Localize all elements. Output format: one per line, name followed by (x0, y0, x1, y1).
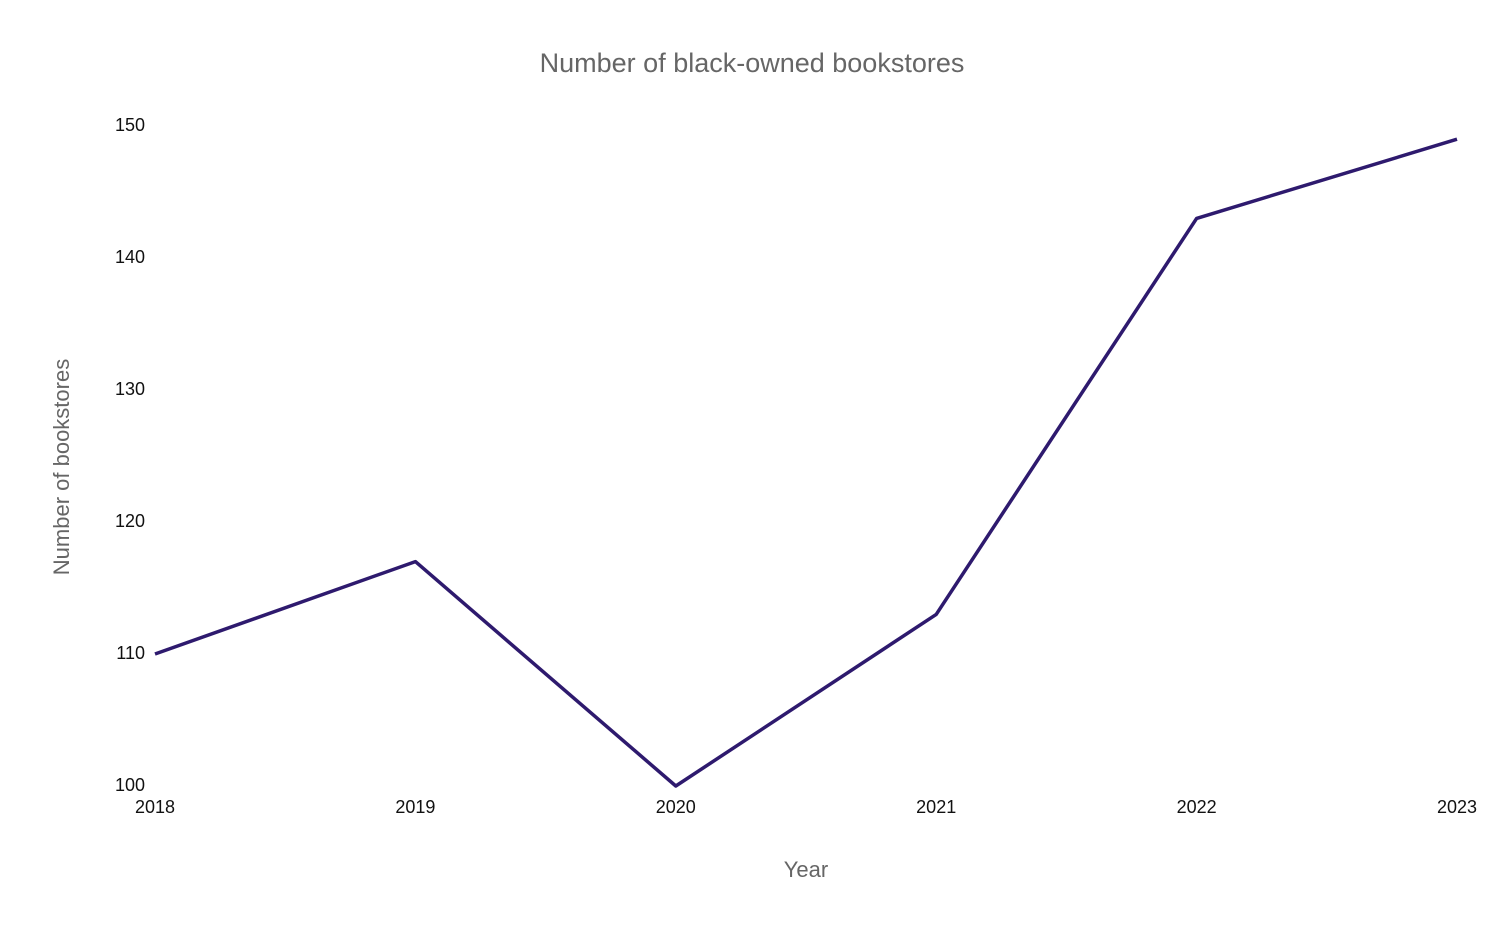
x-tick-label: 2022 (1177, 797, 1217, 817)
x-tick-label: 2023 (1437, 797, 1477, 817)
x-tick-label: 2020 (656, 797, 696, 817)
y-tick-label: 130 (115, 379, 145, 399)
x-tick-label: 2018 (135, 797, 175, 817)
y-tick-label: 140 (115, 247, 145, 267)
chart-title: Number of black-owned bookstores (540, 48, 965, 78)
y-tick-label: 100 (115, 775, 145, 795)
y-tick-label: 150 (115, 115, 145, 135)
x-axis-label: Year (784, 857, 828, 882)
y-tick-label: 120 (115, 511, 145, 531)
y-axis-label: Number of bookstores (49, 359, 74, 575)
y-tick-label: 110 (116, 643, 145, 663)
x-tick-label: 2019 (395, 797, 435, 817)
x-tick-label: 2021 (916, 797, 956, 817)
data-line (154, 137, 1458, 788)
